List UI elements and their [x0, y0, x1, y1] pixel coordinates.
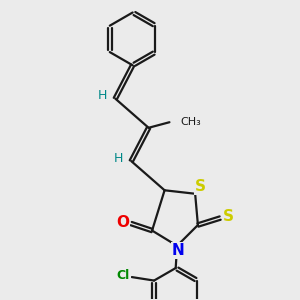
Text: O: O: [116, 215, 129, 230]
Text: H: H: [98, 89, 107, 102]
Text: CH₃: CH₃: [181, 117, 201, 127]
Text: N: N: [171, 243, 184, 258]
Text: Cl: Cl: [117, 269, 130, 282]
Text: H: H: [114, 152, 123, 165]
Text: S: S: [195, 179, 206, 194]
Text: S: S: [223, 209, 234, 224]
